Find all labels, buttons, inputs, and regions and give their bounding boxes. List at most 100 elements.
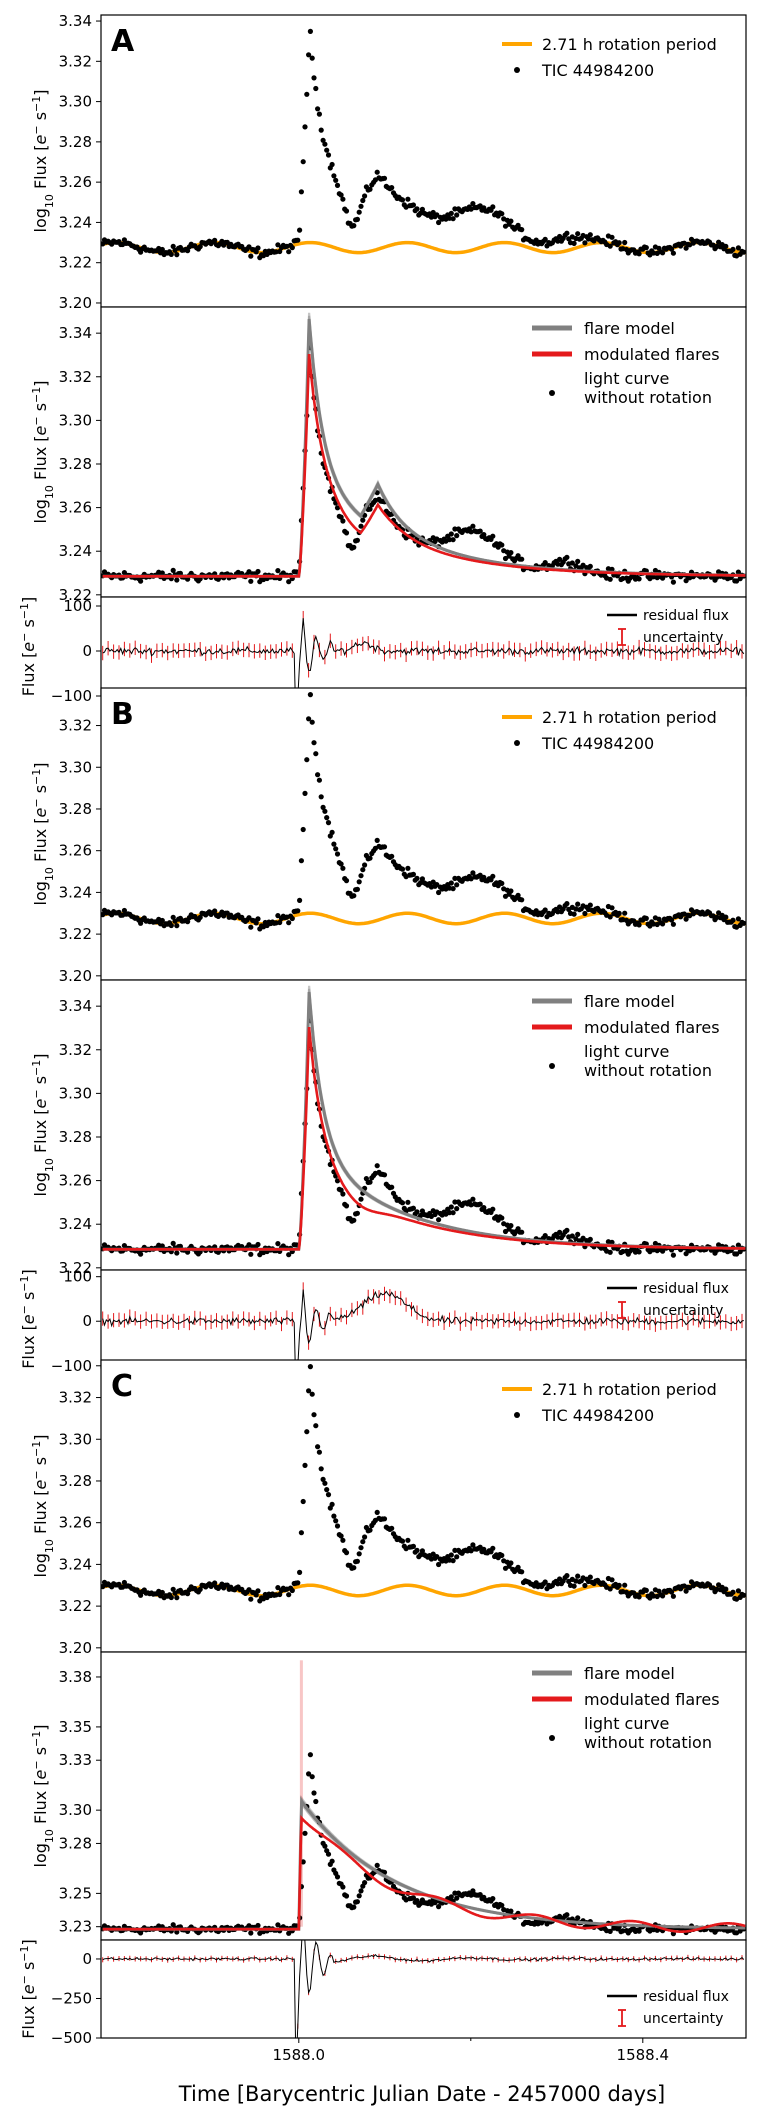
data-point — [255, 245, 261, 251]
legend-label: flare model — [584, 992, 675, 1011]
data-point — [741, 249, 746, 255]
data-point — [490, 1206, 496, 1212]
data-point — [302, 790, 308, 797]
data-point — [716, 1582, 722, 1588]
data-point — [374, 1163, 380, 1169]
data-point — [575, 558, 581, 565]
data-point — [362, 1880, 368, 1886]
data-point — [448, 531, 454, 537]
data-point — [381, 175, 388, 181]
data-point — [741, 920, 746, 926]
data-point — [248, 1596, 254, 1602]
data-point — [313, 1423, 319, 1429]
data-point — [286, 1252, 292, 1258]
data-point — [212, 908, 218, 914]
data-point — [300, 1859, 306, 1865]
data-point — [735, 245, 742, 251]
data-point — [367, 186, 373, 192]
data-point — [286, 920, 292, 926]
data-point — [381, 1172, 388, 1178]
data-point — [575, 1573, 581, 1579]
y-tick-label: 3.34 — [59, 997, 92, 1015]
data-point — [302, 1830, 308, 1836]
data-point — [334, 1523, 341, 1529]
data-point — [170, 243, 176, 249]
panel-C-fit: 3.23 3.25 3.28 3.30 3.33 3.35 3.38 log10 Flux [… — [30, 1651, 747, 1945]
data-point — [311, 75, 317, 81]
data-point — [307, 28, 313, 34]
legend-label: residual flux — [643, 1989, 729, 2005]
y-tick-label: 3.34 — [59, 324, 92, 342]
legend-label: light curve without rotation — [584, 1042, 712, 1080]
data-point — [338, 861, 344, 867]
panel-letter: C — [111, 1369, 133, 1404]
data-point — [168, 922, 174, 929]
data-point — [452, 526, 458, 532]
legend-label: TIC 44984200 — [541, 1406, 654, 1425]
y-tick-label: 3.24 — [59, 542, 92, 560]
panel-A-res: −100 0 100 Flux [e− s−1] residual flux uncert… — [18, 596, 747, 705]
data-point — [636, 251, 642, 257]
data-point — [255, 916, 261, 922]
data-point — [448, 1552, 454, 1558]
data-point — [300, 826, 306, 833]
data-point — [389, 853, 395, 859]
data-point — [575, 1915, 581, 1921]
data-point — [609, 234, 615, 240]
data-point — [490, 533, 496, 539]
modulated-flare-line — [102, 1814, 746, 1933]
data-point — [508, 218, 514, 224]
data-point — [333, 1518, 339, 1524]
y-tick-label: 3.26 — [59, 499, 92, 517]
data-point — [306, 716, 312, 722]
data-point — [607, 1249, 613, 1255]
panel-frame — [100, 306, 747, 598]
data-point — [564, 1227, 570, 1233]
data-point — [360, 517, 366, 523]
data-point — [367, 1179, 373, 1185]
data-point — [354, 216, 360, 222]
data-point — [519, 556, 525, 562]
data-point — [607, 1586, 613, 1592]
data-point — [450, 216, 456, 222]
data-point — [255, 1588, 261, 1594]
data-point — [311, 1790, 317, 1796]
data-point — [170, 914, 176, 920]
data-point — [508, 550, 514, 556]
data-point — [358, 523, 364, 529]
data-point — [587, 563, 593, 570]
data-point — [670, 1252, 677, 1258]
modulated-flare-line — [102, 1026, 746, 1251]
data-point — [351, 1217, 357, 1223]
data-point — [508, 888, 514, 894]
data-point — [286, 1592, 292, 1598]
legend-label: uncertainty — [643, 1303, 723, 1319]
model-spread — [299, 1660, 303, 1927]
y-tick-label: −250 — [51, 1989, 92, 2007]
legend-label: light curve without rotation — [584, 1714, 712, 1752]
data-point — [542, 236, 548, 242]
panel-frame — [100, 1359, 747, 1653]
data-point — [367, 855, 373, 861]
data-point — [575, 901, 581, 907]
data-point — [410, 1543, 416, 1549]
y-tick-label: 3.34 — [59, 12, 92, 30]
data-point — [307, 692, 313, 698]
y-tick-label: 3.30 — [59, 1084, 92, 1102]
legend-label: 2.71 h rotation period — [542, 35, 717, 54]
data-point — [325, 152, 332, 158]
data-point — [354, 537, 360, 543]
data-point — [607, 1928, 613, 1934]
data-point — [609, 1239, 615, 1245]
data-point — [374, 1509, 380, 1515]
data-point — [320, 137, 326, 143]
panel-frame — [100, 1651, 747, 1941]
data-point — [450, 1210, 456, 1216]
data-point — [414, 1209, 420, 1215]
data-point — [564, 230, 570, 236]
data-point — [212, 1580, 218, 1586]
data-point — [414, 206, 420, 212]
data-point — [669, 246, 675, 252]
data-point — [248, 253, 254, 259]
data-point — [670, 579, 677, 585]
